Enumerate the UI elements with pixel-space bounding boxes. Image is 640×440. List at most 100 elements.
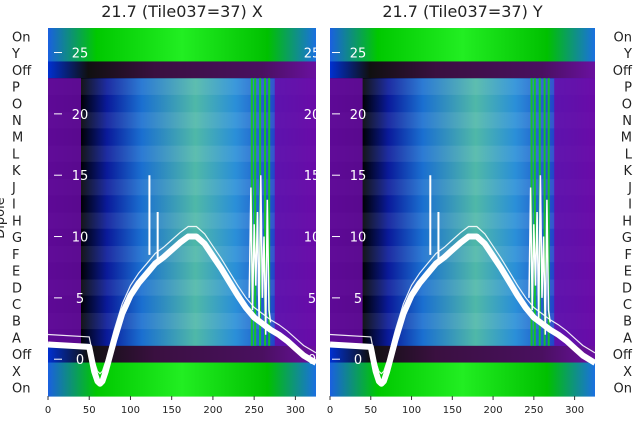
row-label: A: [12, 331, 21, 346]
row-label: H: [12, 214, 22, 229]
heatmap-row: [330, 228, 595, 247]
overlay-tick-label: 25: [350, 47, 367, 62]
x-tick-label: 200: [484, 405, 503, 416]
heatmap-row: [330, 345, 595, 364]
heatmap-stripe: [533, 78, 536, 346]
row-label: K: [623, 164, 632, 179]
row-label: Off: [12, 64, 32, 79]
heatmap-row: [48, 128, 316, 146]
heatmap-row: [330, 128, 595, 146]
overlay-tick-label: 0: [354, 353, 362, 368]
y-axis-label: Dipole: [0, 197, 8, 238]
x-tick-label: 150: [162, 405, 181, 416]
row-label: B: [12, 315, 21, 330]
row-label: L: [625, 147, 633, 162]
overlay-tick-label-right: 25: [304, 47, 321, 62]
heatmap-stripe: [268, 78, 271, 346]
row-label: On: [12, 382, 30, 397]
row-label: G: [12, 231, 22, 246]
series-line-secondary: [47, 225, 317, 375]
row-label: D: [622, 281, 632, 296]
heatmap-row: [48, 61, 316, 79]
heatmap-row: [330, 195, 595, 213]
row-label: I: [628, 198, 632, 213]
overlay-tick-label: 20: [350, 108, 367, 123]
overlay-tick-label: 5: [76, 292, 84, 307]
heatmap-row: [48, 28, 316, 46]
overlay-tick-label-right: 5: [308, 292, 316, 307]
x-tick-label: 0: [45, 405, 51, 416]
row-label: X: [623, 365, 632, 380]
row-label: Y: [11, 47, 20, 62]
row-label: B: [623, 315, 632, 330]
series-line-rfi: [528, 175, 551, 335]
row-label: C: [12, 298, 21, 313]
row-label: Y: [623, 47, 632, 62]
row-label: Off: [12, 348, 32, 363]
series-line-secondary: [329, 225, 596, 375]
row-label: E: [12, 265, 20, 280]
heatmap-stripe: [543, 78, 546, 346]
panel-title: 21.7 (Tile037=37) Y: [382, 2, 543, 21]
row-label: F: [625, 248, 632, 263]
heatmap-row: [330, 145, 595, 163]
row-label: J: [11, 181, 16, 196]
heatmap-row: [330, 44, 595, 63]
heatmap-band-left: [330, 78, 363, 346]
row-label: D: [12, 281, 22, 296]
x-tick-label: 250: [524, 405, 543, 416]
row-label: K: [12, 164, 21, 179]
heatmap-row: [48, 44, 316, 63]
row-label: F: [12, 248, 19, 263]
heatmap-stripe: [254, 78, 257, 346]
row-label: I: [12, 198, 16, 213]
heatmap-row: [330, 28, 595, 46]
heatmap-row: [48, 94, 316, 113]
heatmap-row: [330, 78, 595, 96]
heatmap-row: [48, 111, 316, 129]
heatmap-row: [330, 94, 595, 113]
row-label: A: [623, 331, 632, 346]
row-label: G: [622, 231, 632, 246]
heatmap-row: [330, 161, 595, 180]
x-tick-label: 50: [364, 405, 377, 416]
overlay-tick-label-right: 10: [304, 231, 321, 246]
heatmap-row: [48, 312, 316, 330]
row-label: N: [622, 114, 632, 129]
chart-panel-2: 21.7 (Tile037=37) Y On Y Off PONMLKJIHGFEDCB…: [327, 2, 633, 416]
x-tick-label: 0: [327, 405, 333, 416]
heatmap-stripe: [264, 78, 267, 346]
heatmap-row: [48, 145, 316, 163]
row-label: J: [627, 181, 632, 196]
row-label: O: [12, 97, 22, 112]
row-label: Off: [613, 348, 633, 363]
heatmap-row: [48, 345, 316, 364]
heatmap-row: [48, 178, 316, 196]
x-tick-label: 100: [121, 405, 140, 416]
row-label: P: [624, 81, 632, 96]
heatmap-stripe: [547, 78, 550, 346]
heatmap-band-right: [274, 78, 316, 346]
row-label: X: [12, 365, 21, 380]
heatmap-row: [48, 379, 316, 397]
overlay-tick-label: 15: [72, 169, 89, 184]
row-label: On: [614, 30, 632, 45]
heatmap-row: [330, 111, 595, 129]
row-label: O: [622, 97, 632, 112]
row-label: P: [12, 81, 20, 96]
row-label: Off: [613, 64, 633, 79]
row-label: L: [12, 147, 20, 162]
heatmap-row: [330, 245, 595, 263]
heatmap-row: [48, 161, 316, 180]
row-label: N: [12, 114, 22, 129]
row-label: On: [614, 382, 632, 397]
x-tick-label: 250: [245, 405, 264, 416]
heatmap-row: [330, 379, 595, 397]
chart-panel-1: 21.7 (Tile037=37) X On Y Off PONMLKJIHGFEDCB…: [0, 2, 320, 416]
heatmap-band-right: [554, 78, 595, 346]
series-line-rfi: [248, 175, 272, 335]
overlay-tick-label: 15: [350, 169, 367, 184]
row-label: M: [12, 131, 23, 146]
overlay-tick-label-right: 15: [304, 169, 321, 184]
heatmap-row: [330, 362, 595, 380]
